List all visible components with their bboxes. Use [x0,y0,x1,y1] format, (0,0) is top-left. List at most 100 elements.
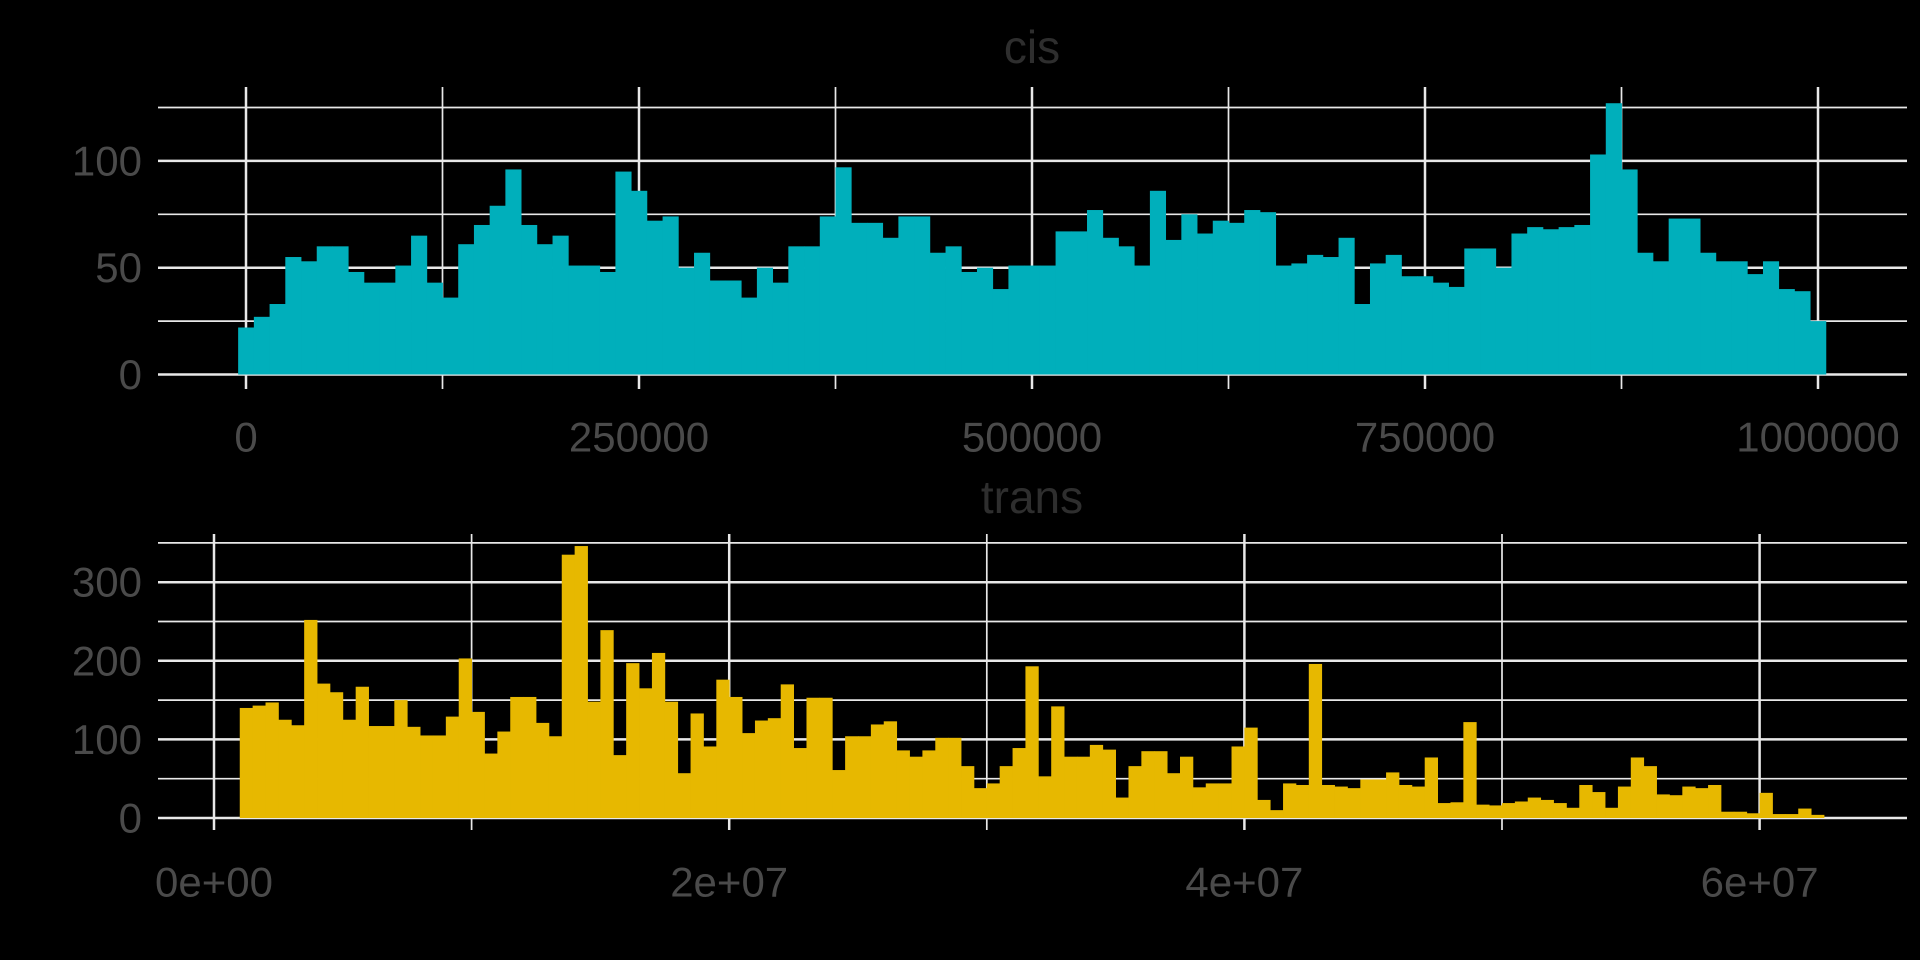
trans-y-tick-label: 100 [72,716,142,763]
trans-histogram-bar [742,733,756,818]
trans-bars [239,546,1825,818]
trans-histogram-bar [1218,783,1232,818]
cis-x-tick-label: 1000000 [1736,414,1900,461]
cis-histogram-bar [332,246,349,375]
cis-histogram-bar [898,216,915,375]
trans-histogram-bar [1180,756,1194,818]
trans-histogram-bar [304,619,318,818]
cis-histogram-bar [489,205,506,375]
cis-histogram-bar [1118,246,1135,375]
trans-histogram-bar [1141,751,1155,818]
cis-histogram-bar [1008,265,1025,375]
cis-bars [238,103,1827,375]
trans-histogram-bar [445,716,460,818]
cis-histogram-bar [662,216,679,375]
cis-histogram-bar [992,289,1009,375]
cis-x-tick-label: 500000 [962,414,1102,461]
trans-histogram-bar [999,766,1013,818]
cis-histogram-bar [1369,263,1387,375]
trans-histogram-bar [1270,810,1284,818]
trans-x-tick-label: 0e+00 [155,859,273,906]
trans-histogram-bar [239,707,254,818]
trans-histogram-bar [1656,794,1670,818]
trans-histogram-bar [613,755,627,818]
trans-histogram-bar [1128,766,1142,818]
trans-histogram-bar [883,721,898,818]
trans-histogram-bar [1592,792,1606,818]
cis-histogram-bar [505,169,522,375]
trans-histogram-bar [845,736,859,818]
trans-histogram-bar [420,735,434,818]
trans-histogram-bar [1759,792,1773,818]
trans-histogram-bar [561,554,576,818]
cis-histogram-bar [1652,261,1670,375]
cis-histogram-bar [1432,282,1449,375]
trans-histogram-bar [510,696,524,818]
cis-histogram-bar [1181,214,1198,375]
trans-histogram-bar [1115,797,1129,818]
cis-histogram-bar [316,246,333,375]
cis-histogram-bar [583,265,601,375]
cis-histogram-bar [1307,254,1324,375]
trans-histogram-bar [754,720,769,818]
trans-histogram-bar [948,737,962,818]
trans-histogram-bar [1102,749,1116,818]
trans-histogram-bar [935,737,949,818]
trans-histogram-bar [909,756,923,818]
cis-histogram-bar [1149,190,1167,375]
cis-histogram-bar [788,246,805,375]
trans-histogram-bar [1476,804,1490,818]
trans-histogram-bar [1167,773,1181,818]
cis-histogram-bar [725,280,742,375]
trans-histogram-bar [858,736,872,818]
cis-histogram-bar [1558,227,1575,375]
trans-histogram-bar [1386,772,1400,818]
trans-histogram-bar [1076,756,1091,818]
trans-histogram-bar [1489,805,1503,818]
trans-histogram-bar [1257,799,1271,818]
trans-histogram-bar [1244,727,1258,818]
trans-histogram-bar [1643,766,1657,818]
cis-histogram-bar [1055,231,1072,375]
trans-histogram-bar [1295,784,1310,818]
trans-histogram-bar [973,788,988,818]
trans-histogram-bar [1025,666,1039,818]
cis-histogram-bar [1165,239,1182,375]
trans-histogram-bar [986,783,1001,818]
cis-histogram-bar [1542,229,1560,375]
cis-histogram-bar [976,267,994,375]
cis-histogram-bar [646,220,663,375]
cis-histogram-bar [1464,248,1481,375]
trans-histogram-bar [626,663,640,818]
cis-histogram-bar [1684,218,1701,375]
trans-histogram-bar [1527,797,1542,818]
cis-histogram-bar [1102,237,1119,375]
trans-histogram-bar [664,701,679,818]
trans-x-tick-label: 6e+07 [1701,859,1819,906]
trans-histogram-bar [1334,786,1348,818]
cis-histogram-bar [1212,220,1229,375]
trans-histogram-bar [1720,811,1735,818]
cis-histogram-bar [238,327,255,375]
trans-histogram-bar [432,735,447,818]
trans-histogram-bar [639,688,653,818]
trans-histogram-bar [497,731,511,818]
cis-histogram-bar [1480,248,1497,375]
cis-y-tick-label: 0 [119,351,142,398]
trans-y-tick-label: 300 [72,559,142,606]
trans-histogram-bar [1695,788,1709,818]
cis-histogram-bar [1354,304,1371,375]
trans-histogram-bar [407,726,421,818]
cis-histogram-bar [851,222,868,375]
cis-histogram-bar [568,265,585,375]
cis-histogram-bar [442,297,459,375]
trans-histogram-bar [278,719,292,818]
trans-histogram-bar [1205,783,1220,818]
trans-histogram-bar [1669,795,1683,818]
trans-histogram-bar [536,722,550,818]
cis-histogram-bar [1134,265,1151,375]
cis-histogram-bar [615,171,632,375]
trans-histogram-bar [832,770,846,818]
cis-histogram-bar [1715,261,1732,375]
